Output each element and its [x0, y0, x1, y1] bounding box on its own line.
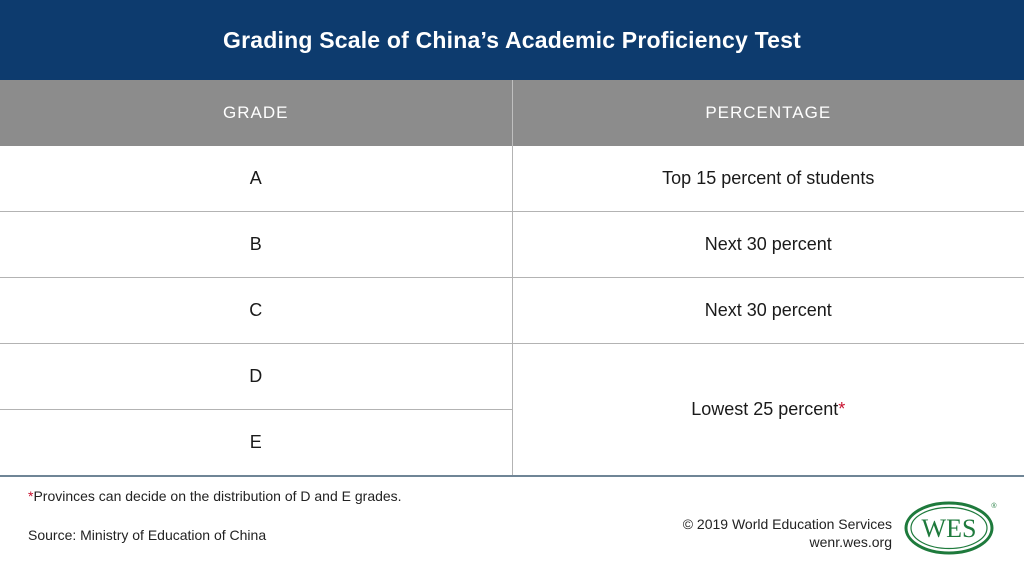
grade-column-header: GRADE: [0, 80, 513, 146]
grade-cell: E: [0, 409, 513, 477]
registered-mark: ®: [991, 502, 997, 510]
grading-scale-table: GRADE PERCENTAGE A Top 15 percent of stu…: [0, 80, 1024, 477]
logo-text: WES: [922, 514, 977, 543]
footnote-text: Provinces can decide on the distribution…: [33, 488, 402, 504]
merged-percentage-cell: Lowest 25 percent*: [512, 343, 1024, 477]
wes-logo: WES ®: [903, 500, 999, 556]
percentage-cell: Next 30 percent: [512, 211, 1024, 278]
grade-cell: B: [0, 211, 513, 278]
copyright-text: © 2019 World Education Services: [682, 516, 892, 532]
page-title: Grading Scale of China’s Academic Profic…: [223, 26, 801, 53]
percentage-cell: Top 15 percent of students: [512, 146, 1024, 212]
wes-logo-mark: WES ®: [904, 501, 997, 555]
credit: © 2019 World Education Services wenr.wes…: [683, 515, 892, 551]
grade-cell: C: [0, 277, 513, 344]
footnote-marker: *: [838, 399, 846, 419]
table-row: A Top 15 percent of students: [0, 146, 1024, 212]
table-header-row: GRADE PERCENTAGE: [0, 80, 1024, 146]
footnote-asterisk: *: [28, 488, 34, 504]
table-row: D Lowest 25 percent*: [0, 343, 1024, 477]
source-note: Source: Ministry of Education of China: [28, 527, 267, 543]
table-row: E: [0, 409, 1024, 477]
title-bar: Grading Scale of China’s Academic Profic…: [0, 0, 1024, 80]
grade-cell: D: [0, 343, 513, 410]
table-row: C Next 30 percent: [0, 277, 1024, 344]
percentage-cell: Next 30 percent: [512, 277, 1024, 344]
footnote: *Provinces can decide on the distributio…: [28, 488, 402, 504]
percentage-column-header: PERCENTAGE: [512, 80, 1024, 146]
site-url: wenr.wes.org: [809, 534, 892, 550]
table-row: B Next 30 percent: [0, 211, 1024, 278]
grade-cell: A: [0, 146, 513, 212]
percentage-text: Lowest 25 percent: [691, 399, 839, 419]
